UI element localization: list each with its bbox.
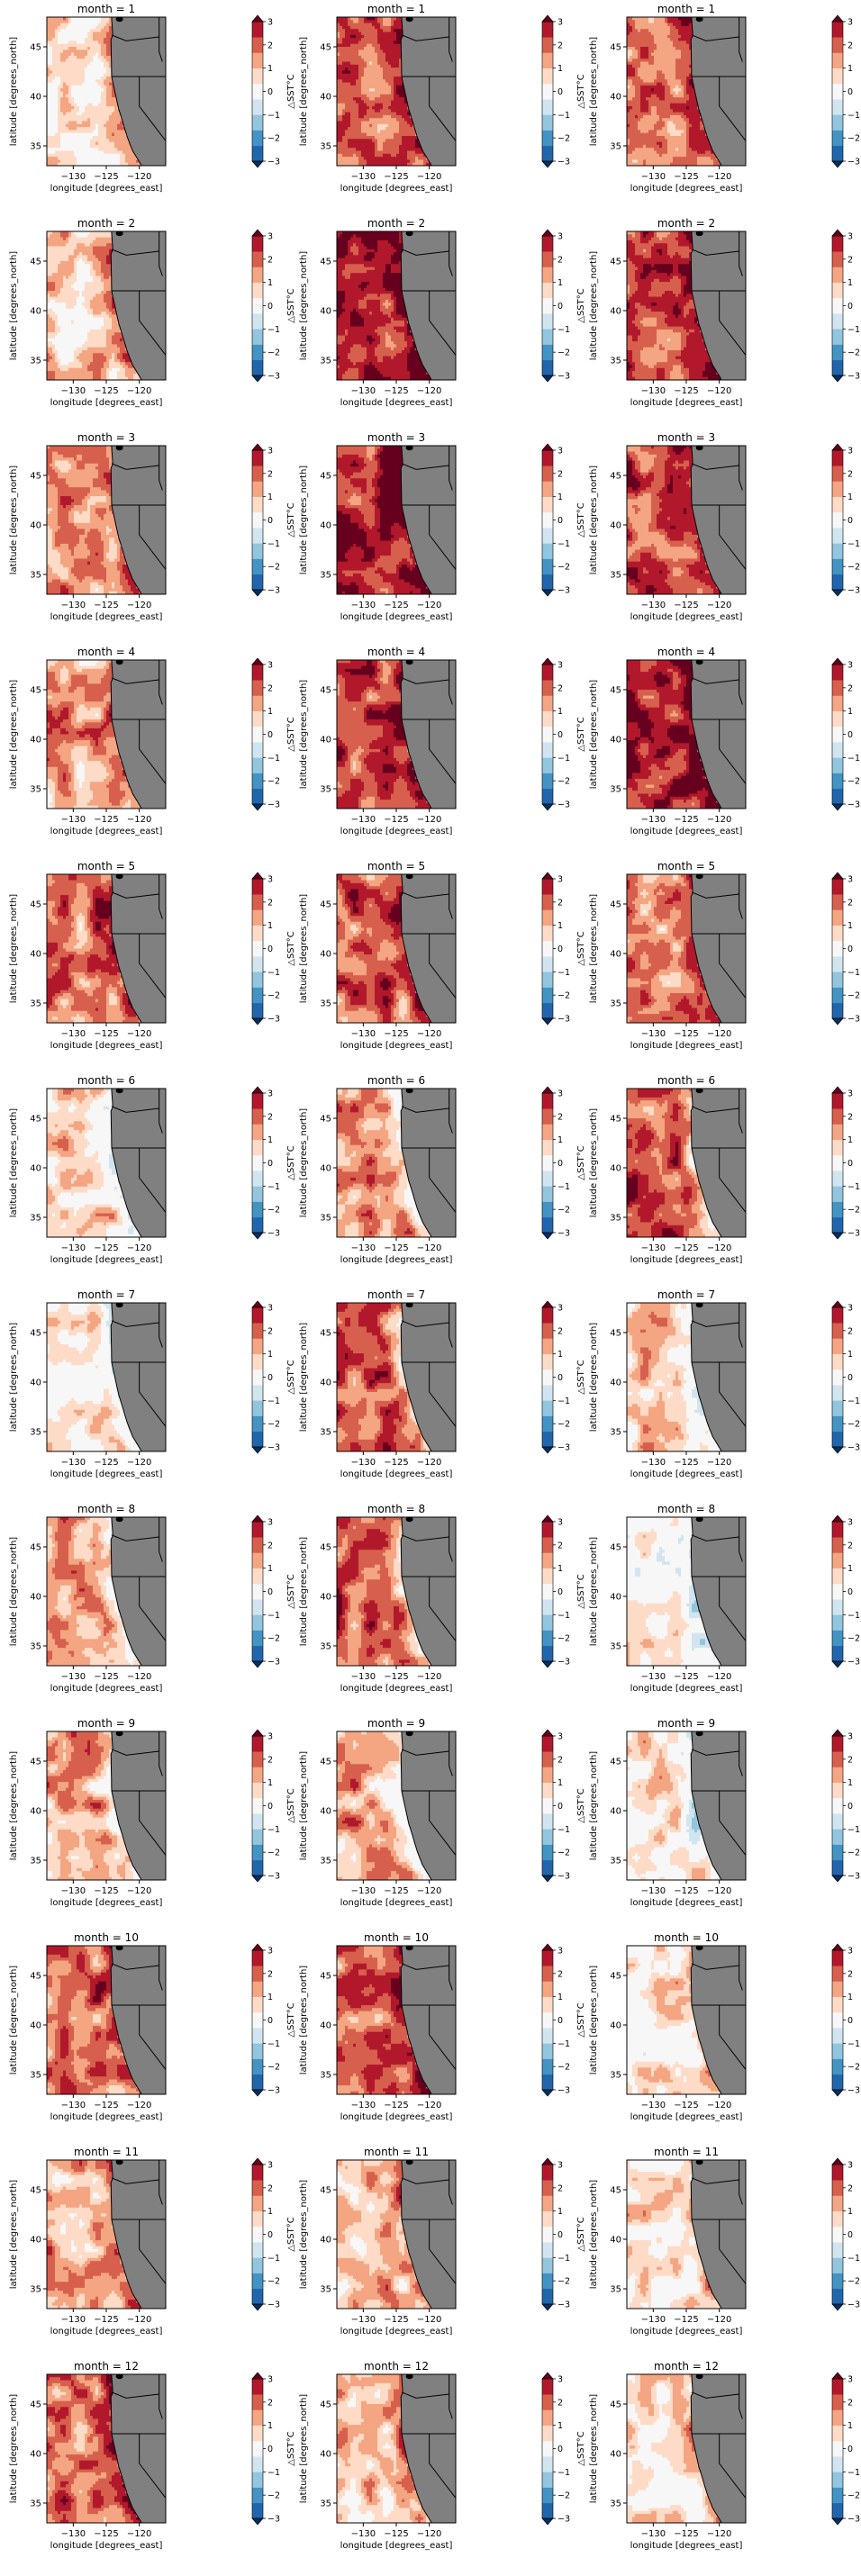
colorbar-tick-label: 0 <box>557 87 563 97</box>
panel-title: month = 1 <box>367 3 425 15</box>
colorbar-segment <box>542 68 553 85</box>
colorbar-segment <box>252 131 263 147</box>
colorbar-segment <box>542 52 553 68</box>
colorbar-label: △SST°C <box>576 74 586 108</box>
y-axis-label: latitude [degrees_north] <box>9 37 19 147</box>
colorbar-segment <box>832 114 843 131</box>
x-tick-label: −125 <box>384 172 408 182</box>
colorbar-segment <box>832 84 843 100</box>
y-tick-label: 45 <box>610 43 621 53</box>
y-tick-label: 45 <box>320 43 331 53</box>
x-axis-label: longitude [degrees_east] <box>50 184 163 194</box>
colorbar-segment <box>252 22 263 38</box>
colorbar-segment <box>252 146 263 162</box>
panel-title: month = 1 <box>77 3 135 15</box>
colorbar-extend-min <box>252 161 263 167</box>
colorbar-tick-label: 0 <box>847 87 853 97</box>
colorbar-label: △SST°C <box>286 74 296 108</box>
x-tick-label: −130 <box>641 172 666 182</box>
x-axis-label: longitude [degrees_east] <box>340 184 453 194</box>
colorbar-segment <box>542 84 553 100</box>
x-tick-label: −120 <box>127 172 151 182</box>
sst-field <box>337 16 456 166</box>
colorbar-tick-label: −3 <box>847 158 860 167</box>
colorbar-tick-label: 3 <box>267 18 273 28</box>
colorbar-tick-label: −1 <box>557 111 570 121</box>
colorbar-extend-max <box>832 15 843 22</box>
y-tick-label: 35 <box>610 142 621 152</box>
y-tick-label: 45 <box>30 43 41 53</box>
colorbar-tick-label: −2 <box>847 134 860 144</box>
colorbar-segment <box>252 84 263 100</box>
y-tick-label: 40 <box>320 93 331 103</box>
colorbar-tick-label: −2 <box>267 134 280 144</box>
x-axis-label: longitude [degrees_east] <box>630 184 743 194</box>
colorbar-segment <box>832 68 843 85</box>
colorbar-segment <box>252 99 263 115</box>
colorbar-extend-min <box>542 161 553 167</box>
x-tick-label: −130 <box>351 172 376 182</box>
colorbar-tick-label: 2 <box>847 41 853 50</box>
colorbar-tick-label: −1 <box>267 111 280 121</box>
panel-title: month = 2 <box>77 217 135 230</box>
y-axis-label: latitude [degrees_north] <box>299 37 309 147</box>
x-tick-label: −120 <box>707 172 731 182</box>
colorbar-segment <box>832 99 843 115</box>
colorbar-tick-label: 1 <box>267 64 273 74</box>
x-tick-label: −120 <box>417 172 441 182</box>
colorbar-segment <box>542 146 553 162</box>
colorbar-segment <box>832 37 843 53</box>
colorbar-segment <box>252 52 263 68</box>
colorbar-tick-label: 2 <box>557 41 563 50</box>
colorbar-segment <box>542 99 553 115</box>
y-tick-label: 40 <box>30 93 41 103</box>
colorbar-segment <box>832 131 843 147</box>
colorbar-tick-label: −2 <box>557 134 570 144</box>
y-tick-label: 40 <box>610 93 621 103</box>
colorbar: 3 2 1 0 −1 −2 −3 △SST°C <box>252 15 296 167</box>
y-tick-label: 35 <box>30 142 41 152</box>
sst-field <box>47 16 166 166</box>
colorbar-segment <box>832 52 843 68</box>
colorbar-tick-label: 2 <box>267 41 273 50</box>
colorbar-segment <box>832 22 843 38</box>
colorbar-segment <box>542 131 553 147</box>
colorbar-segment <box>832 146 843 162</box>
colorbar-tick-label: 3 <box>557 18 563 28</box>
sst-field <box>627 16 746 166</box>
colorbar-tick-label: −3 <box>557 158 570 167</box>
colorbar-extend-max <box>542 15 553 22</box>
x-tick-label: −125 <box>674 172 698 182</box>
colorbar-tick-label: 0 <box>267 87 273 97</box>
colorbar-segment <box>542 114 553 131</box>
colorbar: 3 2 1 0 −1 −2 −3 △SST°C <box>542 15 586 167</box>
colorbar-tick-label: 1 <box>557 64 563 74</box>
y-axis-label: latitude [degrees_north] <box>589 37 599 147</box>
colorbar-segment <box>542 37 553 53</box>
colorbar-segment <box>252 37 263 53</box>
x-tick-label: −125 <box>94 172 118 182</box>
colorbar-extend-max <box>252 15 263 22</box>
colorbar-tick-label: −3 <box>267 158 280 167</box>
colorbar-segment <box>252 68 263 85</box>
colorbar-tick-label: −1 <box>847 111 860 121</box>
colorbar-tick-label: 1 <box>847 64 853 74</box>
colorbar-segment <box>542 22 553 38</box>
colorbar-extend-min <box>832 161 843 167</box>
x-tick-label: −130 <box>61 172 86 182</box>
sst-field <box>47 230 166 380</box>
colorbar-tick-label: 3 <box>847 18 853 28</box>
y-tick-label: 35 <box>320 142 331 152</box>
colorbar-segment <box>252 114 263 131</box>
panel-title: month = 1 <box>657 3 715 15</box>
